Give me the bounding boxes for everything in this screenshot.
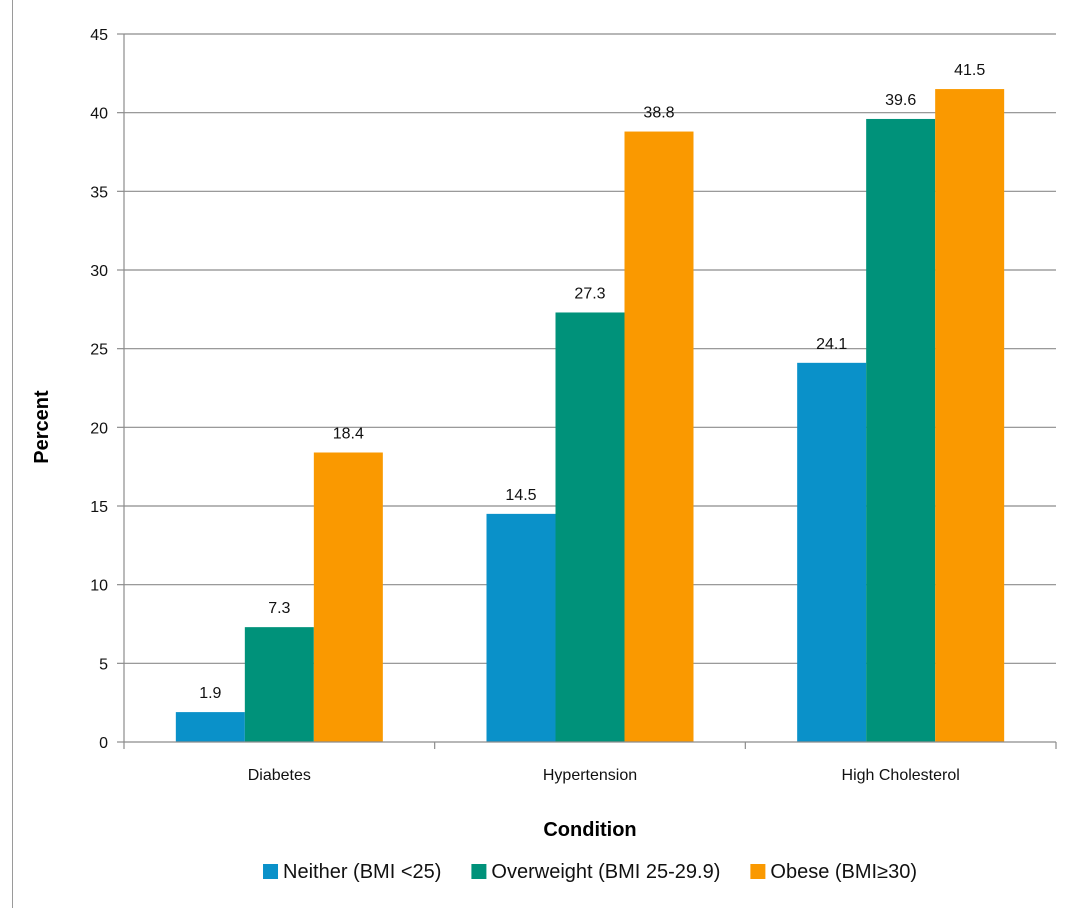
bar	[555, 312, 625, 742]
legend-swatch	[750, 864, 766, 879]
y-tick-label: 5	[99, 656, 108, 673]
data-label: 1.9	[199, 685, 221, 702]
x-tick-label: Hypertension	[543, 767, 637, 784]
x-tick-label: Diabetes	[248, 767, 311, 784]
bars	[175, 89, 1005, 743]
y-tick-label: 40	[90, 106, 108, 123]
y-tick-label: 35	[90, 184, 108, 201]
data-label: 39.6	[885, 92, 916, 109]
legend-label: Neither (BMI <25)	[283, 861, 441, 883]
data-label: 24.1	[816, 336, 847, 353]
data-label: 14.5	[505, 487, 536, 504]
bar	[866, 118, 936, 742]
legend-swatch	[471, 864, 487, 879]
bar	[313, 452, 383, 742]
y-tick-label: 0	[99, 735, 108, 752]
data-label: 41.5	[954, 62, 985, 79]
labels: 0 5 10 15 20 25 30 35 40 45 1.9 7.3 18.4 Diabetes 14.5…	[90, 27, 985, 784]
bar	[624, 131, 694, 743]
chart-frame	[12, 0, 1064, 908]
x-axis-title: Condition	[543, 819, 636, 841]
legend: Neither (BMI <25) Overweight (BMI 25-29.9…	[263, 861, 917, 883]
y-tick-label: 10	[90, 578, 108, 595]
legend-swatch	[263, 864, 279, 879]
legend-label: Overweight (BMI 25-29.9)	[491, 861, 720, 883]
bar	[797, 362, 867, 742]
data-label: 18.4	[333, 426, 364, 443]
y-tick-label: 30	[90, 263, 108, 280]
bar	[244, 627, 314, 742]
y-tick-label: 15	[90, 499, 108, 516]
data-label: 7.3	[268, 600, 290, 617]
axes	[117, 33, 1057, 749]
bar	[486, 513, 556, 742]
y-tick-label: 25	[90, 342, 108, 359]
x-tick-label: High Cholesterol	[842, 767, 960, 784]
data-label: 27.3	[574, 285, 605, 302]
bar	[935, 89, 1005, 743]
y-tick-label: 45	[90, 27, 108, 44]
legend-label: Obese (BMI≥30)	[770, 861, 917, 883]
data-label: 38.8	[643, 105, 674, 122]
bar	[175, 712, 245, 742]
y-axis-title: Percent	[31, 390, 53, 464]
y-tick-label: 20	[90, 420, 108, 437]
